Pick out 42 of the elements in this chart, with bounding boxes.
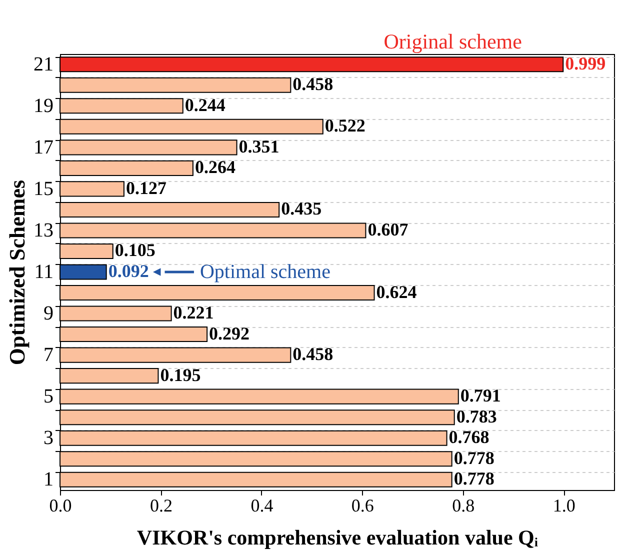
data-label: 0.783 [456,406,497,426]
data-label: 0.221 [173,302,214,323]
x-tick-label: 0.6 [351,496,374,516]
data-label: 0.351 [238,136,280,156]
data-label: 0.999 [565,53,606,74]
data-label: 0.624 [376,282,417,302]
data-label: 0.092 [108,261,149,281]
data-label: 0.435 [281,198,322,219]
data-label: 0.292 [209,323,250,344]
data-label: 0.264 [194,157,236,178]
data-label: 0.458 [292,74,334,94]
annotation: Original scheme [384,29,522,54]
data-label: 0.778 [454,468,494,489]
data-label: 0.778 [454,448,494,468]
data-label: 0.458 [292,344,334,364]
y-tick-label: 3 [44,427,54,450]
x-tick-label: 1.0 [552,496,576,516]
y-tick-label: 5 [44,386,54,408]
x-axis-title: VIKOR's comprehensive evaluation value Qᵢ [136,526,538,550]
data-label: 0.244 [184,94,226,115]
data-label: 0.195 [160,364,201,385]
y-tick-label: 11 [34,261,54,283]
y-tick-label: 1 [44,468,54,491]
x-tick-label: 0.2 [150,496,172,516]
y-tick-label: 7 [44,344,54,366]
y-tick-label: 15 [34,178,54,200]
x-tick-label: 0.4 [250,496,274,516]
data-label: 0.791 [460,386,501,406]
y-tick-label: 9 [44,302,54,325]
data-label: 0.105 [114,240,156,260]
y-tick-label: 21 [34,53,54,76]
data-label: 0.127 [126,178,166,198]
data-label: 0.522 [324,116,366,136]
y-tick-label: 13 [34,219,54,242]
y-axis-title: Optimized Schemes [4,180,30,366]
data-label: 0.768 [448,427,490,448]
y-tick-label: 19 [34,94,54,117]
data-label: 0.607 [368,219,408,240]
annotation: Optimal scheme [200,261,331,283]
x-tick-label: 0.8 [452,496,475,516]
x-tick-label: 0.0 [49,496,72,516]
y-tick-label: 17 [34,136,54,158]
